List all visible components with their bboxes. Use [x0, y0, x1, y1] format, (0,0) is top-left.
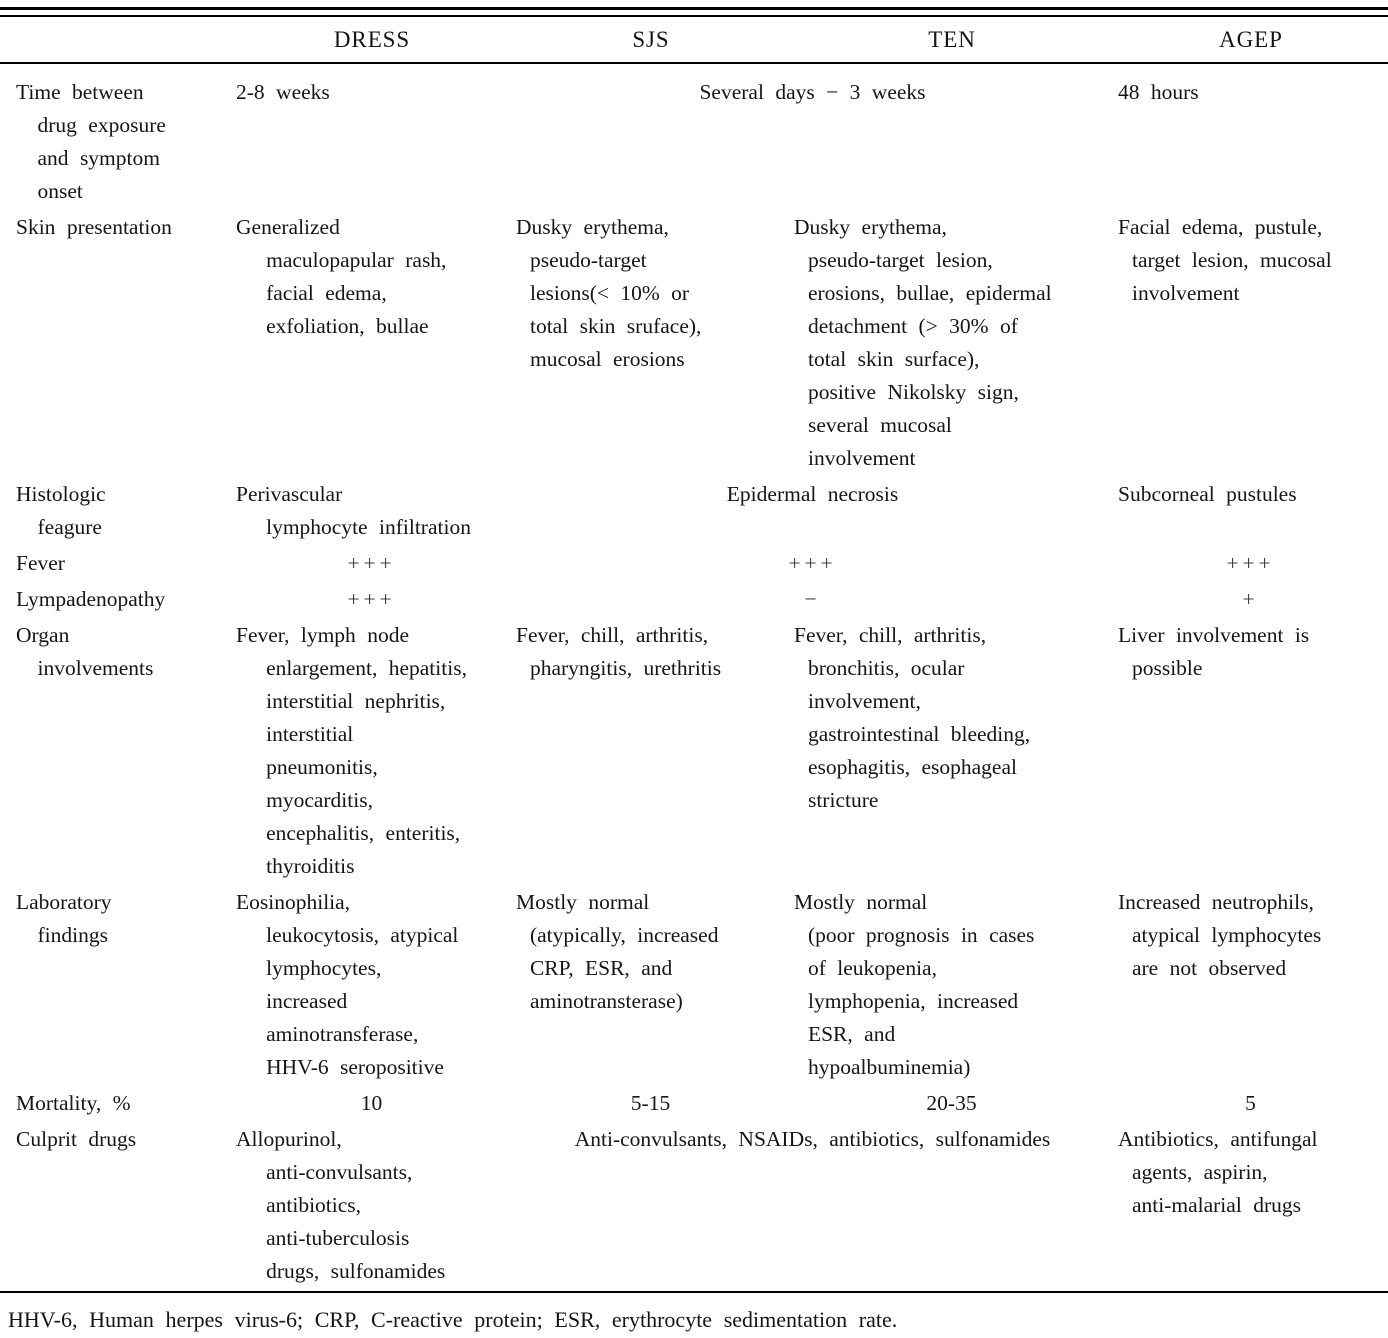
- organ-dress-cell: Fever, lymph node enlargement, hepatitis…: [236, 623, 467, 878]
- laboratory-label: Laboratory findings: [16, 890, 112, 947]
- onset-agep-cell: 48 hours: [1118, 80, 1199, 104]
- table-footnote: HHV-6, Human herpes virus-6; CRP, C-reac…: [8, 1307, 898, 1332]
- lymphadenopathy-sjs-ten-cell: −: [804, 587, 821, 611]
- onset-dress-cell: 2-8 weeks: [236, 80, 330, 104]
- row-skin-presentation: Skin presentation Generalized maculopapu…: [0, 211, 1388, 478]
- row-lymphadenopathy: Lympadenopathy +++ − +: [0, 583, 1388, 619]
- culprit-label: Culprit drugs: [16, 1127, 137, 1151]
- table-body: Time between drug exposure and symptom o…: [0, 63, 1388, 1292]
- header-corner-cell: [0, 17, 232, 64]
- mortality-ten-cell: 20-35: [926, 1091, 977, 1115]
- laboratory-dress-cell: Eosinophilia, leukocytosis, atypical lym…: [236, 890, 459, 1079]
- mortality-label: Mortality, %: [16, 1091, 131, 1115]
- table-top-rule: [0, 7, 1388, 17]
- organ-agep-cell: Liver involvement is possible: [1118, 623, 1310, 680]
- histology-label: Histologic feagure: [16, 482, 106, 539]
- skin-ten-cell: Dusky erythema, pseudo-target lesion, er…: [794, 215, 1052, 470]
- header-ten: TEN: [790, 17, 1114, 64]
- laboratory-sjs-cell: Mostly normal (atypically, increased CRP…: [516, 890, 719, 1013]
- histology-agep-cell: Subcorneal pustules: [1118, 482, 1297, 506]
- lymphadenopathy-label: Lympadenopathy: [16, 587, 166, 611]
- lymphadenopathy-dress-cell: +++: [347, 587, 396, 611]
- row-culprit-drugs: Culprit drugs Allopurinol, anti-convulsa…: [0, 1123, 1388, 1292]
- fever-label: Fever: [16, 551, 65, 575]
- header-dress: DRESS: [232, 17, 512, 64]
- row-fever: Fever +++ +++ +++: [0, 547, 1388, 583]
- organ-label: Organ involvements: [16, 623, 154, 680]
- onset-label: Time between drug exposure and symptom o…: [16, 80, 166, 203]
- row-mortality: Mortality, % 10 5-15 20-35 5: [0, 1087, 1388, 1123]
- mortality-sjs-cell: 5-15: [630, 1091, 671, 1115]
- header-agep: AGEP: [1114, 17, 1388, 64]
- fever-dress-cell: +++: [347, 551, 396, 575]
- row-laboratory-findings: Laboratory findings Eosinophilia, leukoc…: [0, 886, 1388, 1087]
- onset-sjs-ten-cell: Several days − 3 weeks: [699, 80, 926, 104]
- culprit-dress-cell: Allopurinol, anti-convulsants, antibioti…: [236, 1127, 446, 1283]
- skin-sjs-cell: Dusky erythema, pseudo-target lesions(< …: [516, 215, 702, 371]
- laboratory-ten-cell: Mostly normal (poor prognosis in cases o…: [794, 890, 1035, 1079]
- histology-dress-cell: Perivascular lymphocyte infiltration: [236, 482, 471, 539]
- skin-label: Skin presentation: [16, 215, 172, 239]
- fever-agep-cell: +++: [1226, 551, 1275, 575]
- table-header: DRESS SJS TEN AGEP: [0, 17, 1388, 64]
- row-histologic-feature: Histologic feagure Perivascular lymphocy…: [0, 478, 1388, 547]
- lymphadenopathy-agep-cell: +: [1242, 587, 1259, 611]
- culprit-agep-cell: Antibiotics, antifungal agents, aspirin,…: [1118, 1127, 1318, 1217]
- row-organ-involvements: Organ involvements Fever, lymph node enl…: [0, 619, 1388, 886]
- mortality-agep-cell: 5: [1245, 1091, 1256, 1115]
- skin-agep-cell: Facial edema, pustule, target lesion, mu…: [1118, 215, 1332, 305]
- scar-comparison-table: DRESS SJS TEN AGEP Time between drug exp…: [0, 17, 1388, 1293]
- row-onset: Time between drug exposure and symptom o…: [0, 63, 1388, 211]
- skin-dress-cell: Generalized maculopapular rash, facial e…: [236, 215, 447, 338]
- culprit-sjs-ten-cell: Anti-convulsants, NSAIDs, antibiotics, s…: [574, 1127, 1051, 1151]
- organ-sjs-cell: Fever, chill, arthritis, pharyngitis, ur…: [516, 623, 722, 680]
- mortality-dress-cell: 10: [360, 1091, 383, 1115]
- fever-sjs-ten-cell: +++: [788, 551, 837, 575]
- organ-ten-cell: Fever, chill, arthritis, bronchitis, ocu…: [794, 623, 1031, 812]
- header-sjs: SJS: [512, 17, 790, 64]
- histology-sjs-ten-cell: Epidermal necrosis: [726, 482, 899, 506]
- laboratory-agep-cell: Increased neutrophils, atypical lymphocy…: [1118, 890, 1322, 980]
- header-row: DRESS SJS TEN AGEP: [0, 17, 1388, 64]
